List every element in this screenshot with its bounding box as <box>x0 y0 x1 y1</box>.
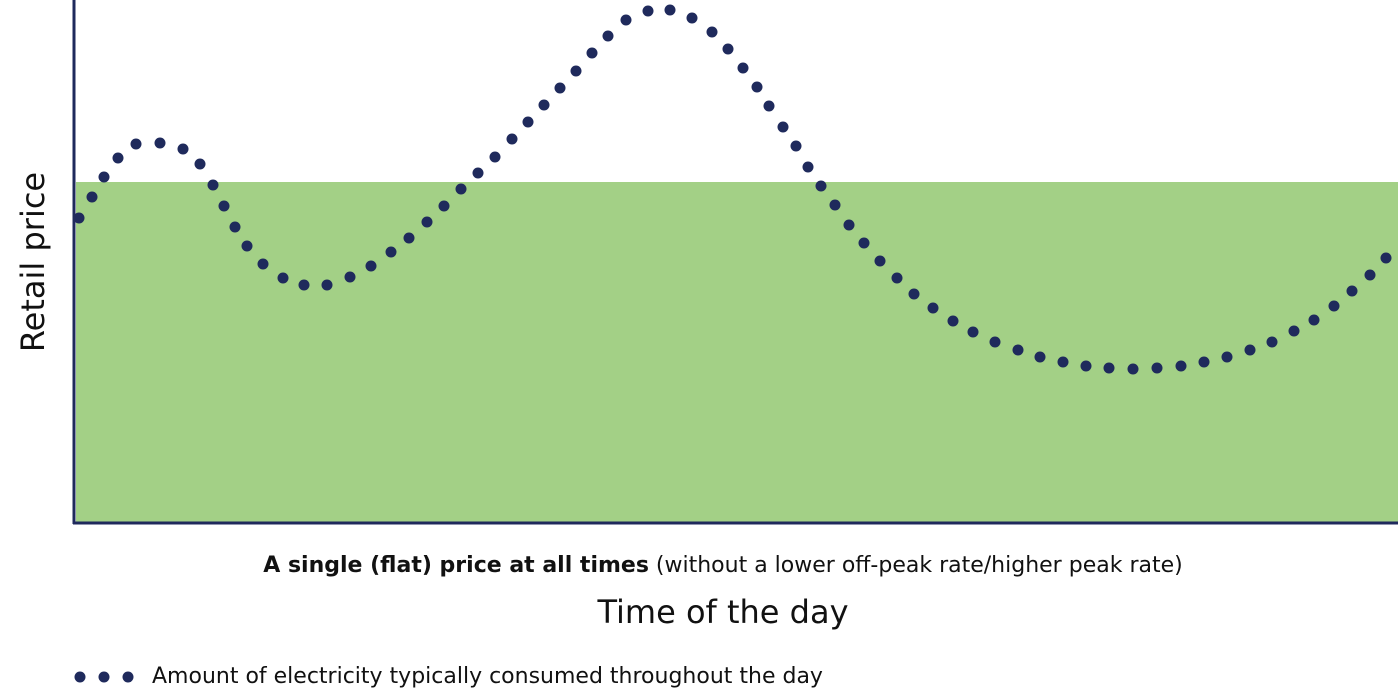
dot <box>472 167 484 179</box>
dot <box>722 43 734 55</box>
dot <box>989 336 1001 348</box>
dot <box>1308 314 1320 326</box>
dot <box>522 116 534 128</box>
dot <box>207 179 219 191</box>
dot <box>1244 344 1256 356</box>
annotation-text: (without a lower off-peak rate/higher pe… <box>656 553 1183 578</box>
dot <box>257 258 269 270</box>
annotation: A single (flat) price at all times (with… <box>263 553 1182 578</box>
dot <box>538 99 550 111</box>
dot <box>98 171 110 183</box>
dot <box>321 279 333 291</box>
dot <box>438 200 450 212</box>
dot <box>777 121 789 133</box>
dot <box>908 288 920 300</box>
dot <box>829 199 841 211</box>
dot <box>403 232 415 244</box>
dot <box>277 272 289 284</box>
y-axis-label: Retail price <box>14 172 52 352</box>
dot <box>790 140 802 152</box>
dot <box>385 246 397 258</box>
dot <box>642 5 654 17</box>
dot <box>686 12 698 24</box>
dot <box>1175 360 1187 372</box>
dot <box>1012 344 1024 356</box>
dot <box>1127 363 1139 375</box>
dot <box>1151 362 1163 374</box>
dot <box>194 158 206 170</box>
price-area <box>76 182 1398 523</box>
annotation-bold: A single (flat) price at all times <box>263 553 649 578</box>
dot <box>1288 325 1300 337</box>
dot <box>218 200 230 212</box>
dot <box>843 219 855 231</box>
dot <box>1328 300 1340 312</box>
dot <box>1266 336 1278 348</box>
dot <box>602 30 614 42</box>
dot <box>586 47 598 59</box>
dot <box>86 191 98 203</box>
dot <box>763 100 775 112</box>
legend-label: Amount of electricity typically consumed… <box>152 664 823 689</box>
dot <box>489 151 501 163</box>
dot <box>344 271 356 283</box>
dot <box>1380 252 1392 264</box>
dot <box>455 183 467 195</box>
dot <box>130 138 142 150</box>
legend: Amount of electricity typically consumed… <box>74 664 823 689</box>
plot-area <box>73 4 1398 523</box>
dot <box>815 180 827 192</box>
dot <box>927 302 939 314</box>
dot <box>802 161 814 173</box>
dot <box>1057 356 1069 368</box>
dot <box>947 315 959 327</box>
dot <box>874 255 886 267</box>
dot <box>154 137 166 149</box>
dot <box>751 81 763 93</box>
legend-marker <box>74 671 86 683</box>
dot <box>570 65 582 77</box>
legend-marker <box>122 671 134 683</box>
dot <box>73 212 85 224</box>
dot <box>858 237 870 249</box>
dot <box>177 143 189 155</box>
dot <box>891 272 903 284</box>
dot <box>421 216 433 228</box>
dot <box>967 326 979 338</box>
dot <box>1080 360 1092 372</box>
dot <box>664 4 676 16</box>
dot <box>1034 351 1046 363</box>
dot <box>1364 269 1376 281</box>
x-axis-label: Time of the day <box>596 593 848 631</box>
dot <box>298 279 310 291</box>
legend-marker <box>98 671 110 683</box>
dot <box>1346 285 1358 297</box>
dot <box>241 240 253 252</box>
dot <box>229 221 241 233</box>
dot <box>737 62 749 74</box>
dot <box>365 260 377 272</box>
dot <box>506 133 518 145</box>
dot <box>1103 362 1115 374</box>
dot <box>112 152 124 164</box>
dot <box>1221 351 1233 363</box>
dot <box>706 26 718 38</box>
dot <box>1198 356 1210 368</box>
dot <box>620 14 632 26</box>
dot <box>554 82 566 94</box>
